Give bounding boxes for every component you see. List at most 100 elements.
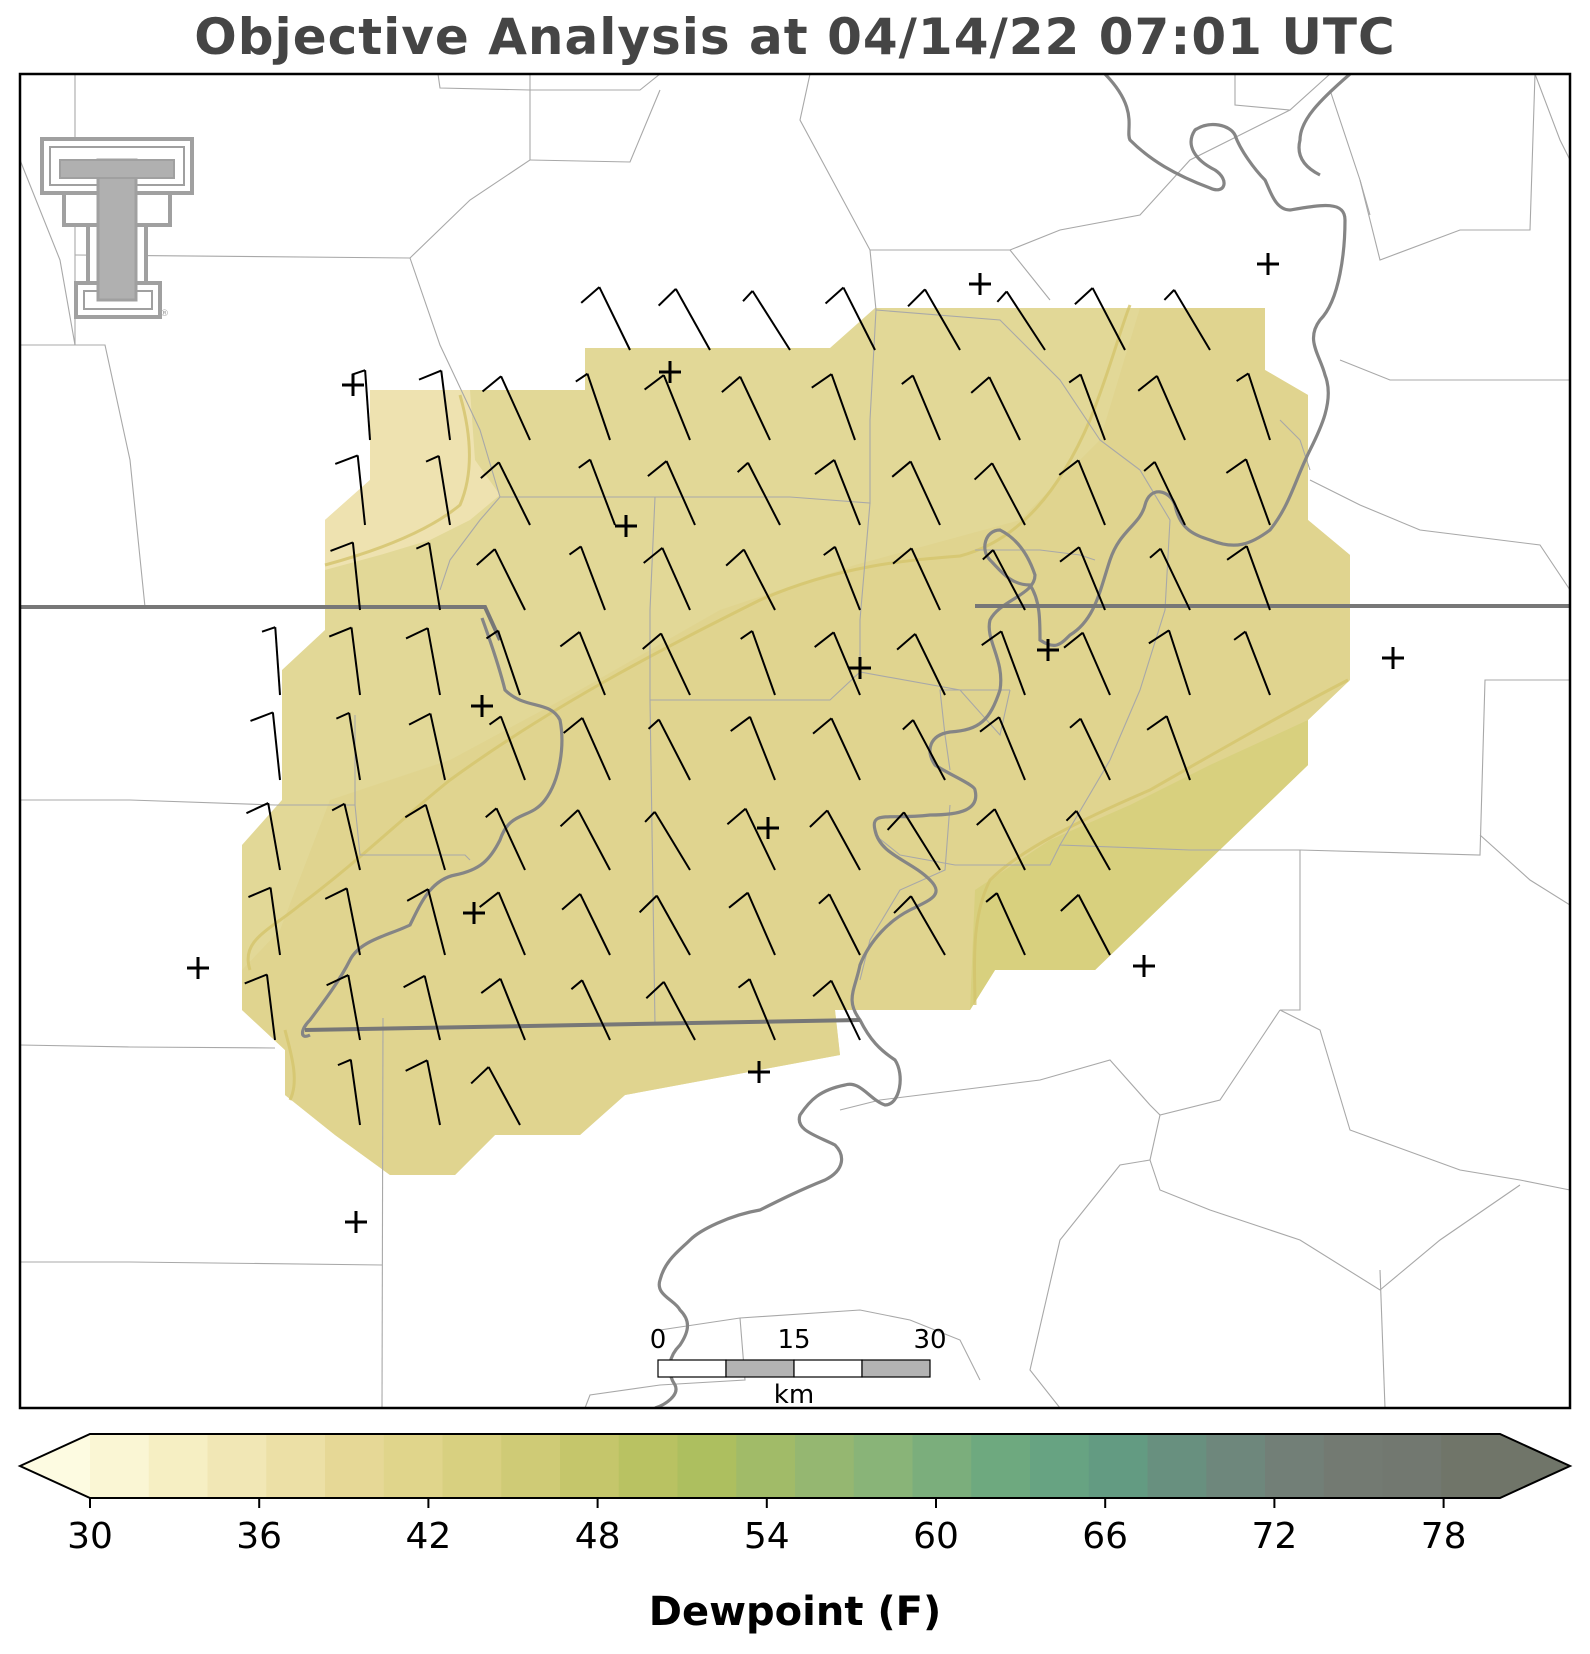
wind-barb: [403, 974, 441, 1041]
county-line: [649, 496, 656, 1026]
colorbar-extend-low: [20, 1434, 90, 1498]
wind-barb: [1068, 373, 1106, 441]
wind-barb: [985, 892, 1026, 956]
wind-barb: [406, 888, 446, 956]
station-marker: [969, 273, 991, 295]
river-illinois: [300, 617, 564, 1038]
wind-barb: [823, 545, 861, 611]
wind-barb: [1233, 630, 1271, 696]
wind-barb: [1143, 461, 1186, 526]
wind-barb: [973, 462, 1026, 526]
wind-barb: [811, 373, 856, 441]
wind-barb: [1236, 372, 1271, 441]
scale-segment: [657, 1359, 727, 1378]
wind-barb: [570, 979, 611, 1041]
station-marker: [615, 515, 637, 537]
wind-barb: [404, 803, 446, 871]
colorbar: 30 36 42 48 54 60 66 72 78: [17, 1433, 1573, 1557]
wind-barb: [643, 547, 691, 611]
contour-line: [972, 678, 1349, 1006]
wind-barb: [902, 719, 946, 781]
station-marker: [1382, 647, 1404, 669]
wind-barb: [1058, 459, 1106, 526]
county-line: [1329, 74, 1536, 261]
scale-segment: [725, 1359, 795, 1378]
station-marker: [757, 817, 779, 839]
wind-barb: [405, 1059, 441, 1126]
wind-barb: [892, 547, 941, 611]
contour-line: [283, 1029, 296, 1101]
station-marker: [1257, 253, 1279, 275]
colorbar-bin: [501, 1434, 561, 1498]
dewpoint-region-dark: [970, 720, 1308, 1010]
map-title: Objective Analysis at 04/14/22 07:01 UTC: [194, 8, 1396, 66]
county-line: [381, 1017, 384, 1408]
station-marker: [187, 957, 209, 979]
wind-barb: [334, 454, 366, 526]
wind-barb: [1149, 547, 1191, 611]
station-markers: [187, 253, 1404, 1233]
wind-barb: [1063, 631, 1111, 696]
wind-barb: [642, 632, 691, 696]
station-marker: [659, 361, 681, 383]
contour-line: [246, 304, 1132, 971]
wind-barb: [737, 978, 776, 1041]
dewpoint-fill: [242, 308, 1350, 1175]
wind-barb: [1060, 894, 1111, 956]
wind-barb: [335, 711, 361, 781]
county-line: [859, 502, 871, 672]
colorbar-tick-label: 36: [236, 1516, 282, 1557]
wind-barb: [351, 369, 371, 441]
county-line: [799, 74, 877, 311]
wind-barb: [485, 629, 521, 696]
county-line: [20, 159, 76, 346]
colorbar-tick-label: 66: [1082, 1516, 1128, 1557]
wind-barb: [1226, 545, 1271, 611]
wind-barb: [481, 375, 531, 441]
wind-barb: [261, 626, 281, 696]
colorbar-bin: [148, 1434, 209, 1498]
county-line: [20, 1261, 383, 1266]
wind-barb: [408, 712, 446, 781]
wind-barb: [568, 545, 606, 611]
county-line: [1149, 1114, 1521, 1291]
station-marker: [849, 657, 871, 679]
wind-barb: [1225, 458, 1271, 526]
scale-unit: km: [774, 1380, 814, 1410]
colorbar-bin: [383, 1434, 444, 1498]
station-marker: [748, 1061, 770, 1083]
dewpoint-region-light: [325, 390, 500, 570]
station-marker: [345, 1211, 367, 1233]
colorbar-bin: [90, 1434, 150, 1498]
wind-barb: [818, 893, 861, 956]
wind-barb: [405, 627, 441, 696]
colorbar-tick-label: 60: [913, 1516, 959, 1557]
wind-barb: [1059, 546, 1106, 611]
wind-barb: [470, 1066, 521, 1126]
wind-barb: [559, 809, 611, 871]
county-line: [1309, 479, 1570, 591]
contour-line: [324, 394, 471, 567]
wind-barb: [726, 807, 776, 871]
county-line: [870, 109, 1291, 251]
wind-barb: [1069, 717, 1111, 781]
county-line: [1029, 1159, 1151, 1408]
wind-barb: [976, 808, 1026, 871]
colorbar-bin: [1323, 1434, 1384, 1498]
wind-barb: [1065, 810, 1111, 871]
wind-barb: [244, 973, 276, 1041]
wind-barb: [480, 461, 531, 526]
scale-label-0: 0: [650, 1325, 667, 1355]
county-line: [74, 74, 531, 259]
county-line: [1359, 179, 1371, 216]
wind-barb: [479, 891, 526, 956]
county-line: [939, 689, 1010, 771]
wind-barb: [1137, 375, 1186, 441]
colorbar-bin: [1265, 1434, 1325, 1498]
wind-barb: [575, 372, 611, 441]
wind-barb: [644, 374, 691, 441]
wind-barb: [248, 886, 281, 956]
wind-barb: [814, 631, 861, 696]
colorbar-extend-high: [1500, 1434, 1570, 1498]
county-line: [1009, 249, 1051, 301]
